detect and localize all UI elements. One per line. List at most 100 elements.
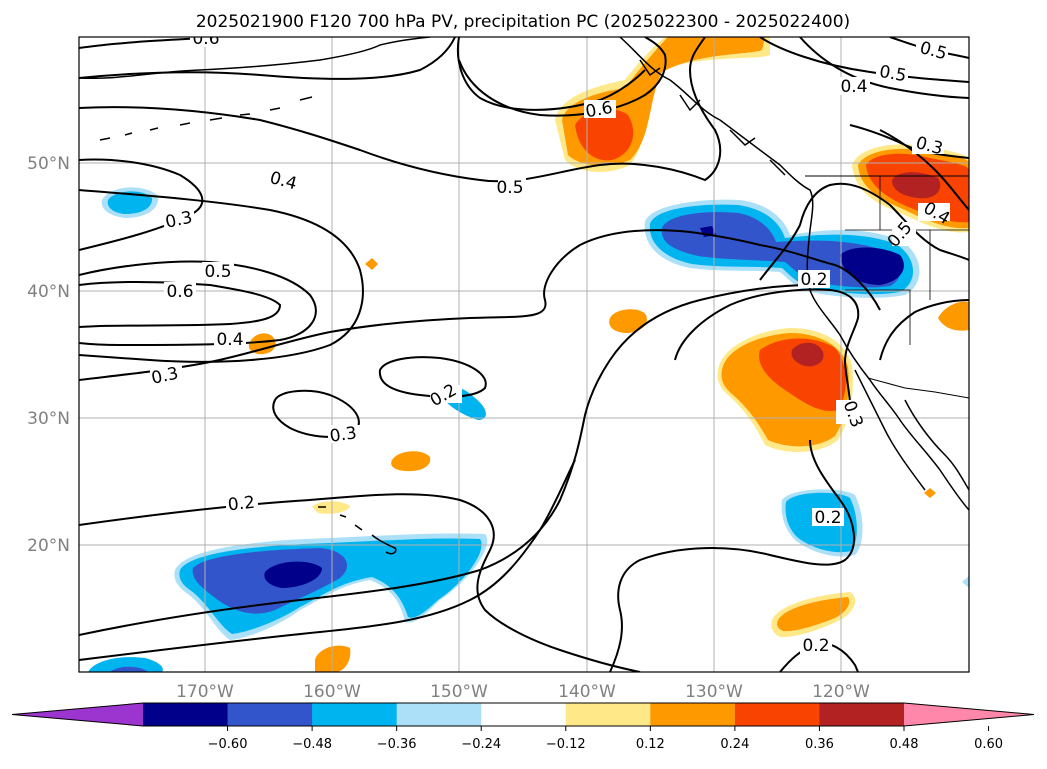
clabel-bg-1 xyxy=(190,37,222,47)
map-frame xyxy=(78,36,970,673)
y-tick-label: 40°N xyxy=(27,282,70,302)
colorbar-segment xyxy=(565,703,651,726)
clabel-bg-10 xyxy=(912,136,944,154)
colorbar-outline xyxy=(11,702,1035,727)
clabel-bg-3 xyxy=(265,172,295,190)
colorbar-extend-low xyxy=(12,703,143,726)
pv-label: 0.2 xyxy=(800,270,827,290)
colorbar-segment xyxy=(227,703,313,726)
pv-contour-0.4-east xyxy=(879,129,969,211)
colorbar-segment xyxy=(734,703,820,726)
pv-contour-0.5-west xyxy=(79,260,317,347)
pv-label: 0.5 xyxy=(878,62,908,86)
pv-contour-0.3-west xyxy=(79,158,204,251)
colorbar: −0.60 −0.48 −0.36 −0.24 −0.12 0.12 0.24 0.36 0.4… xyxy=(11,702,1035,752)
clabel-bg-8 xyxy=(164,282,196,300)
clabel-bg-20 xyxy=(800,636,832,654)
colorbar-segment xyxy=(650,703,736,726)
pv-contour-0.6-west xyxy=(79,280,282,328)
coast-aleutians xyxy=(99,96,313,141)
pv-contour-0.5-loop xyxy=(456,37,646,111)
colorbar-segment xyxy=(819,703,905,726)
pv-label: 0.2 xyxy=(814,508,841,528)
precip-pos-blob-gulf-red xyxy=(575,109,634,161)
clabel-bg-7 xyxy=(202,262,234,280)
pv-contour-0.5-ne xyxy=(759,37,969,83)
colorbar-tick-label: −0.48 xyxy=(292,737,332,752)
coast-baja xyxy=(854,369,969,491)
precip-pos-cell-2 xyxy=(248,333,276,355)
clabel-bg-13 xyxy=(430,385,462,403)
colorbar-segment xyxy=(143,703,229,726)
clabel-bg-17 xyxy=(918,203,950,221)
x-tick-label: 120°W xyxy=(812,682,870,702)
clabel-bg-15 xyxy=(584,100,616,118)
colorbar-segment xyxy=(396,703,482,726)
clabel-bg-5 xyxy=(150,366,182,384)
coast-hawaii xyxy=(318,506,397,555)
clabel-bg-11 xyxy=(876,64,908,82)
pv-contour-0.2-big-loop xyxy=(79,284,811,636)
pv-label: 0.6 xyxy=(166,282,193,302)
coast-islands-bc xyxy=(639,59,786,176)
colorbar-tick-label: 0.24 xyxy=(720,737,749,752)
colorbar-extend-high xyxy=(904,703,1034,726)
pv-contour-0.4-north xyxy=(79,37,722,183)
pv-contour-0.4-west xyxy=(79,189,364,363)
clabel-bg-22 xyxy=(892,222,916,246)
x-tick-label: 160°W xyxy=(303,682,361,702)
precip-neg-cell-4b xyxy=(110,666,148,672)
precip-pos-blob-pnw-dark xyxy=(892,172,941,199)
colorbar-segment xyxy=(481,703,567,726)
coast-alaska xyxy=(79,37,431,80)
precip-neg-cell-4 xyxy=(88,657,163,672)
pv-contour-0.3-ne xyxy=(849,124,969,159)
clabel-bg-9 xyxy=(838,77,870,95)
precip-pos-cell-1 xyxy=(609,309,647,333)
y-tick-label: 20°N xyxy=(27,536,70,556)
clabel-bg-16 xyxy=(916,40,948,58)
colorbar-tick-label: −0.36 xyxy=(377,737,417,752)
pv-label: 0.6 xyxy=(584,98,614,122)
y-tick-label: 30°N xyxy=(27,409,70,429)
pv-contour-0.5-gulf xyxy=(458,37,667,117)
map-content: 0.6 0.5 0.4 0.3 0.3 0.4 0.5 0.6 0.4 0.3 xyxy=(79,29,969,672)
x-tick-label: 140°W xyxy=(558,682,616,702)
pv-contour-0.2-east xyxy=(609,439,856,672)
precip-pos-cell-6b xyxy=(777,597,850,632)
pv-contour-0.3-east xyxy=(674,288,860,421)
clabel-bg-18 xyxy=(798,270,830,288)
pv-label: 0.2 xyxy=(227,493,256,516)
clabel-bg-6 xyxy=(214,330,246,348)
precip-pos-cell-8 xyxy=(365,258,378,270)
map-panel: 0.6 0.5 0.4 0.3 0.3 0.4 0.5 0.6 0.4 0.3 xyxy=(78,29,970,673)
colorbar-segment xyxy=(312,703,398,726)
pv-contour-0.4-ne xyxy=(799,37,969,99)
precip-pos-cell-7 xyxy=(938,301,969,331)
colorbar-tick-label: 0.12 xyxy=(636,737,665,752)
pv-label: 0.4 xyxy=(216,330,243,350)
pv-label: 0.2 xyxy=(802,636,829,656)
pv-label: 0.5 xyxy=(204,262,231,282)
pv-contour-0.3-mid xyxy=(79,229,881,381)
clabel-bg-21 xyxy=(836,400,860,424)
x-tick-label: 130°W xyxy=(685,682,743,702)
pv-label: 0.6 xyxy=(192,29,219,49)
pv-contour-0.2-inner xyxy=(79,459,576,661)
colorbar-tick-label: 0.48 xyxy=(890,737,919,752)
pv-contour-0.5-north xyxy=(79,37,456,80)
colorbar-tick-label: −0.60 xyxy=(208,737,248,752)
colorbar-tick-label: −0.24 xyxy=(461,737,501,752)
precip-neg-cell-1b xyxy=(107,191,153,214)
pv-label: 0.4 xyxy=(840,77,867,97)
precip-pos-cell-3 xyxy=(391,451,431,472)
clabel-bg-19 xyxy=(812,508,844,526)
pv-contour-0.3-inner xyxy=(378,356,487,398)
precip-pos-cell-4 xyxy=(312,501,350,514)
pv-contour-east-vertical xyxy=(879,299,969,361)
x-axis-labels: 170°W 160°W 150°W 140°W 130°W 120°W xyxy=(176,682,870,702)
border-us-mexico xyxy=(867,377,969,399)
colorbar-tick-label: −0.12 xyxy=(546,737,586,752)
